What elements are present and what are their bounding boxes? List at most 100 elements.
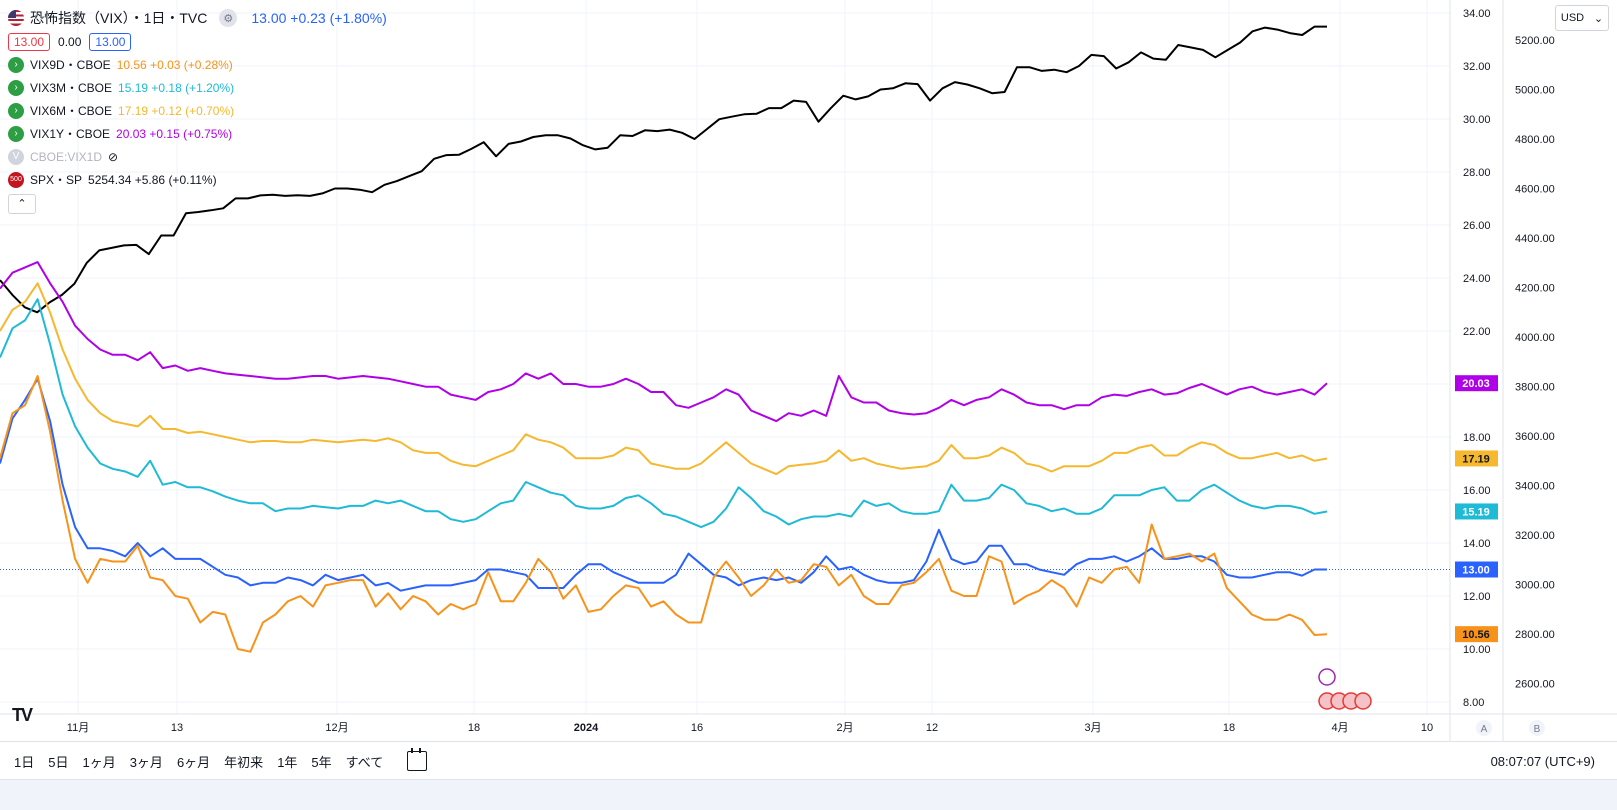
left-tick-label: 26.00 <box>1463 220 1491 232</box>
left-tick-label: 28.00 <box>1463 167 1491 179</box>
range-1m[interactable]: 1ヶ月 <box>82 754 116 770</box>
right-tick-label: 4000.00 <box>1515 332 1555 344</box>
range-5y[interactable]: 5年 <box>311 754 332 770</box>
series-line-3[interactable] <box>0 298 1328 529</box>
x-tick-label: 4月 <box>1331 722 1348 734</box>
last-value-tag <box>1455 561 1498 578</box>
calendar-icon[interactable] <box>407 748 428 771</box>
left-tick-label: 18.00 <box>1463 432 1491 444</box>
scale-button-label: A <box>1481 724 1488 735</box>
currency-selector[interactable]: USD ⌄ <box>1555 5 1609 31</box>
legend-series-name: CBOE:VIX1D <box>30 149 103 164</box>
scale-button-b[interactable] <box>1529 720 1545 736</box>
tradingview-logo-icon[interactable]: TV <box>12 705 33 725</box>
chevron-up-icon[interactable]: ⌃ <box>8 193 36 214</box>
left-tick-label: 34.00 <box>1463 8 1491 20</box>
left-tick-label: 12.00 <box>1463 591 1491 603</box>
legend-series-value: 20.03 +0.15 (+0.75%) <box>116 126 233 141</box>
symbol-quote: 13.00 +0.23 (+1.80%) <box>251 10 386 26</box>
right-tick-label: 2600.00 <box>1515 679 1555 691</box>
left-tick-label: 24.00 <box>1463 273 1491 285</box>
left-tick-label: 22.00 <box>1463 326 1491 338</box>
last-value-tag <box>1455 450 1498 467</box>
ask-box[interactable]: 13.00 <box>89 32 132 51</box>
x-tick-label: 2024 <box>574 722 599 734</box>
spx-badge-icon: 500 <box>8 171 24 188</box>
x-tick-label: 2月 <box>836 722 853 734</box>
us-flag-icon <box>8 10 24 26</box>
last-value-tag-label: 13.00 <box>1462 565 1490 577</box>
right-tick-label: 3400.00 <box>1515 481 1555 493</box>
symbol-title[interactable]: 恐怖指数（VIX）・1日・TVC <box>30 10 208 26</box>
gear-icon[interactable]: ⚙ <box>219 9 238 27</box>
range-1d[interactable]: 1日 <box>14 754 35 770</box>
lightning-event-icon[interactable] <box>1318 668 1336 686</box>
legend-series-row[interactable]: › VIX6M・CBOE 17.19 +0.12 (+0.70%) <box>8 99 387 122</box>
range-3m[interactable]: 3ヶ月 <box>129 754 163 770</box>
x-tick-label: 12 <box>926 722 938 734</box>
legend-series-value: 15.19 +0.18 (+1.20%) <box>118 80 235 95</box>
right-tick-label: 3200.00 <box>1515 530 1555 542</box>
legend-series-row[interactable]: › VIX1Y・CBOE 20.03 +0.15 (+0.75%) <box>8 122 387 145</box>
scale-button-a[interactable] <box>1476 720 1492 736</box>
spread-value: 0.00 <box>58 34 82 49</box>
range-1y[interactable]: 1年 <box>277 754 298 770</box>
clock[interactable]: 08:07:07 (UTC+9) <box>1490 753 1595 769</box>
legend-series-row[interactable]: › VIX3M・CBOE 15.19 +0.18 (+1.20%) <box>8 76 387 99</box>
x-tick-label: 13 <box>171 722 183 734</box>
legend-series-name: VIX6M・CBOE <box>30 104 113 118</box>
last-value-tag-label: 10.56 <box>1462 629 1490 641</box>
legend-series-value: 17.19 +0.12 (+0.70%) <box>118 103 235 118</box>
last-value-tag-label: 17.19 <box>1462 453 1490 465</box>
range-ytd[interactable]: 年初来 <box>224 754 264 770</box>
legend-series-name: SPX・SP <box>30 173 83 187</box>
series-play-icon: › <box>8 102 24 119</box>
series-line-4[interactable] <box>0 377 1327 592</box>
left-tick-label: 16.00 <box>1463 485 1491 497</box>
last-value-tag-label: 15.19 <box>1462 506 1490 518</box>
x-tick-label: 12月 <box>325 722 348 734</box>
bottom-toolbar: 1日 5日 1ヶ月 3ヶ月 6ヶ月 年初来 1年 5年 すべて 08:07:07… <box>0 741 1617 780</box>
eye-off-icon[interactable]: ⊘ <box>108 149 119 164</box>
legend-series-value: 10.56 +0.03 (+0.28%) <box>116 57 233 72</box>
us-flag-event-icon[interactable] <box>1354 692 1372 710</box>
series-play-icon: › <box>8 125 24 142</box>
x-tick-label: 18 <box>1223 722 1235 734</box>
right-tick-label: 3600.00 <box>1515 431 1555 443</box>
legend-series-row[interactable]: V CBOE:VIX1D ⊘ <box>8 145 387 168</box>
right-tick-label: 4600.00 <box>1515 184 1555 196</box>
footer-strip <box>0 779 1617 810</box>
x-tick-label: 18 <box>468 722 480 734</box>
range-5d[interactable]: 5日 <box>48 754 69 770</box>
last-value-tag <box>1455 503 1498 520</box>
x-tick-label: 3月 <box>1084 722 1101 734</box>
bid-box[interactable]: 13.00 <box>8 32 51 51</box>
legend-series-row[interactable]: 500 SPX・SP 5254.34 +5.86 (+0.11%) <box>8 168 387 191</box>
last-value-tag <box>1455 626 1498 643</box>
legend-series-row[interactable]: › VIX9D・CBOE 10.56 +0.03 (+0.28%) <box>8 53 387 76</box>
legend-series-name: VIX3M・CBOE <box>30 81 113 95</box>
right-tick-label: 3000.00 <box>1515 580 1555 592</box>
right-tick-label: 4200.00 <box>1515 283 1555 295</box>
currency-label: USD <box>1560 12 1585 24</box>
series-line-5[interactable] <box>0 375 1328 653</box>
legend-series-value: 5254.34 +5.86 (+0.11%) <box>88 172 217 187</box>
symbol-title-row: 恐怖指数（VIX）・1日・TVC ⚙ 13.00 +0.23 (+1.80%) <box>8 6 387 30</box>
right-tick-label: 5000.00 <box>1515 85 1555 97</box>
left-tick-label: 30.00 <box>1463 114 1491 126</box>
range-6m[interactable]: 6ヶ月 <box>176 754 211 770</box>
series-line-2[interactable] <box>0 282 1328 476</box>
series-line-0[interactable] <box>0 25 1327 314</box>
series-line-1[interactable] <box>0 261 1328 423</box>
right-tick-label: 4800.00 <box>1515 134 1555 146</box>
series-play-icon: › <box>8 56 24 73</box>
series-play-icon: › <box>8 79 24 96</box>
last-price: 13.00 <box>251 10 287 26</box>
legend-series-list: › VIX9D・CBOE 10.56 +0.03 (+0.28%) › VIX3M・CB… <box>8 53 387 191</box>
series-logo-icon: V <box>8 148 24 165</box>
legend-series-name: VIX1Y・CBOE <box>30 127 111 141</box>
last-value-tag-label: 20.03 <box>1462 378 1490 390</box>
legend-series-name: VIX9D・CBOE <box>30 58 111 72</box>
range-all[interactable]: すべて <box>345 754 384 770</box>
